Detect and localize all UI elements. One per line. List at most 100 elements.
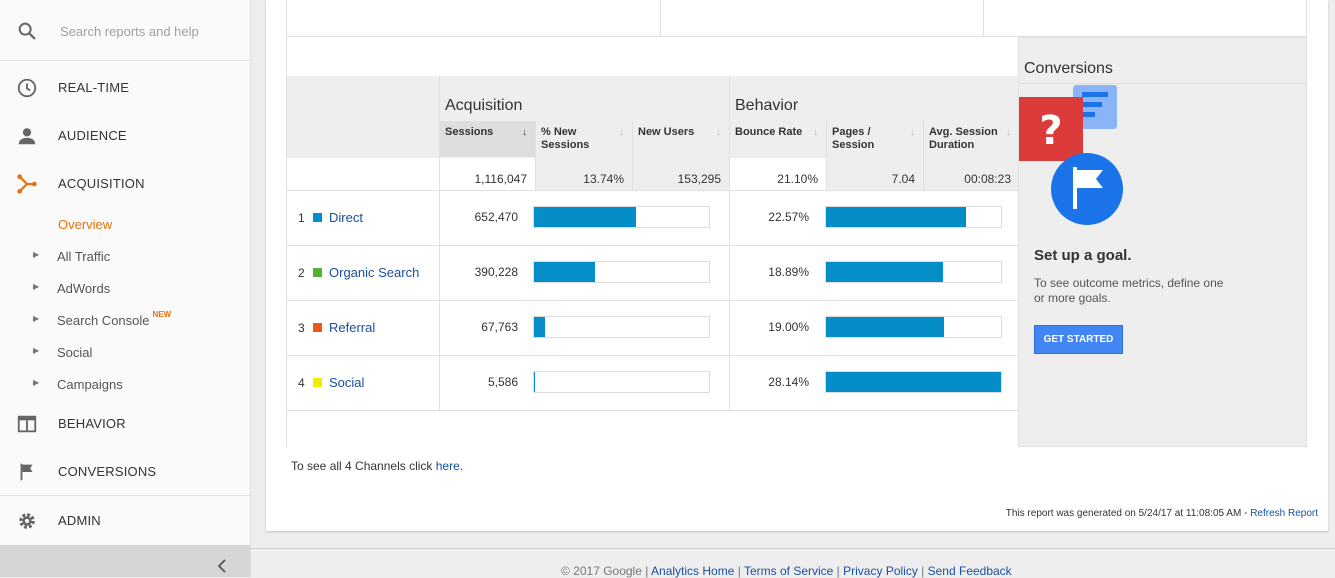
generated-text: This report was generated on 5/24/17 at … bbox=[1005, 508, 1251, 519]
nav-acquisition[interactable]: ACQUISITION bbox=[0, 160, 250, 208]
footer-privacy[interactable]: Privacy Policy bbox=[843, 564, 918, 578]
nav-conversions-label: CONVERSIONS bbox=[58, 464, 157, 479]
sessions-bar-fill bbox=[534, 262, 595, 282]
strip-cell bbox=[659, 0, 984, 36]
channel-link[interactable]: Social bbox=[329, 375, 365, 390]
bounce-bar bbox=[825, 371, 1002, 393]
top-strip bbox=[286, 0, 1307, 37]
nav-conversions[interactable]: CONVERSIONS bbox=[0, 448, 250, 496]
see-all-link[interactable]: here bbox=[435, 459, 460, 473]
col-new-users-label: New Users bbox=[638, 126, 695, 138]
channel-link[interactable]: Referral bbox=[329, 320, 376, 335]
nav-realtime[interactable]: REAL-TIME bbox=[0, 64, 250, 112]
conversions-title: Conversions bbox=[1024, 60, 1113, 77]
goal-title: Set up a goal. bbox=[1034, 247, 1132, 264]
chevron-left-icon[interactable] bbox=[216, 559, 228, 573]
row-bounce: 18.89% bbox=[768, 265, 809, 279]
grid-line bbox=[287, 245, 1019, 246]
row-rank: 4 bbox=[298, 376, 305, 390]
sub-all-traffic[interactable]: ▶ All Traffic bbox=[0, 245, 250, 269]
gear-icon bbox=[19, 513, 35, 529]
row-rank: 1 bbox=[298, 211, 305, 225]
nav-admin-label: ADMIN bbox=[58, 513, 101, 528]
total-sessions: 1,116,047 bbox=[440, 158, 535, 190]
see-all-suffix: . bbox=[459, 459, 464, 473]
row-rank: 3 bbox=[298, 321, 305, 335]
sort-arrow-icon: ↓ bbox=[813, 127, 818, 138]
row-sessions: 652,470 bbox=[474, 210, 518, 224]
channels-table: Acquisition Behavior Sessions ↓ % New Ses… bbox=[286, 37, 1019, 447]
col-pct-new[interactable]: % New Sessions ↓ bbox=[536, 121, 632, 157]
nav-acquisition-label: ACQUISITION bbox=[58, 176, 145, 191]
sessions-bar bbox=[533, 206, 710, 228]
col-sessions[interactable]: Sessions ↓ bbox=[440, 121, 535, 157]
nav-audience[interactable]: AUDIENCE bbox=[0, 112, 250, 160]
acquisition-icon bbox=[17, 174, 37, 194]
sessions-bar bbox=[533, 261, 710, 283]
sessions-bar-fill bbox=[534, 317, 545, 337]
table-row: 3 Referral 67,763 19.00% bbox=[287, 301, 1019, 356]
footer-copyright: © 2017 Google bbox=[561, 564, 642, 578]
goal-illustration-icon: ? bbox=[1019, 85, 1123, 225]
table-row: 1 Direct 652,470 22.57% bbox=[287, 191, 1019, 246]
expand-arrow-icon: ▶ bbox=[33, 314, 40, 323]
sidebar-divider bbox=[0, 495, 250, 496]
col-pct-new-label: % New Sessions bbox=[541, 126, 590, 151]
sub-search-console[interactable]: ▶ Search Console NEW bbox=[0, 309, 250, 333]
footer-sep: | bbox=[833, 564, 844, 578]
col-duration[interactable]: Avg. Session Duration ↓ bbox=[924, 121, 1019, 157]
new-badge: NEW bbox=[152, 310, 172, 319]
grid-line bbox=[729, 76, 730, 411]
grid-line bbox=[923, 121, 924, 190]
bounce-bar bbox=[825, 206, 1002, 228]
sort-arrow-icon: ↓ bbox=[522, 127, 527, 138]
footer-terms[interactable]: Terms of Service bbox=[743, 564, 834, 578]
nav-behavior[interactable]: BEHAVIOR bbox=[0, 400, 250, 448]
grid-line bbox=[632, 121, 633, 190]
expand-arrow-icon: ▶ bbox=[33, 282, 40, 291]
search-icon[interactable] bbox=[16, 20, 38, 42]
sessions-bar-fill bbox=[534, 372, 535, 392]
goal-description: To see outcome metrics, define one or mo… bbox=[1034, 276, 1224, 305]
search-console-text: Search Console bbox=[57, 313, 150, 328]
row-sessions: 390,228 bbox=[474, 265, 518, 279]
grid-line bbox=[439, 76, 440, 411]
sort-arrow-icon: ↓ bbox=[716, 127, 721, 138]
expand-arrow-icon: ▶ bbox=[33, 250, 40, 259]
grid-line bbox=[287, 410, 1019, 411]
sub-overview[interactable]: Overview bbox=[58, 217, 113, 232]
bounce-bar bbox=[825, 261, 1002, 283]
nav-admin[interactable]: ADMIN bbox=[0, 497, 250, 545]
footer-analytics-home[interactable]: Analytics Home bbox=[651, 564, 735, 578]
footer-sep: | bbox=[917, 564, 928, 578]
search-row bbox=[0, 0, 250, 61]
footer: © 2017 Google | Analytics Home | Terms o… bbox=[250, 548, 1335, 578]
footer-feedback[interactable]: Send Feedback bbox=[927, 564, 1012, 578]
col-bounce-label: Bounce Rate bbox=[735, 126, 803, 138]
channel-swatch bbox=[313, 378, 322, 387]
sessions-bar bbox=[533, 316, 710, 338]
sub-social-label: Social bbox=[57, 345, 93, 360]
sub-campaigns[interactable]: ▶ Campaigns bbox=[0, 373, 250, 397]
nav-realtime-label: REAL-TIME bbox=[58, 80, 130, 95]
col-bounce[interactable]: Bounce Rate ↓ bbox=[730, 121, 826, 157]
col-pages[interactable]: Pages / Session ↓ bbox=[827, 121, 923, 157]
sort-arrow-icon: ↓ bbox=[1006, 127, 1011, 138]
grid-line bbox=[287, 190, 1019, 191]
col-new-users[interactable]: New Users ↓ bbox=[633, 121, 729, 157]
sub-adwords[interactable]: ▶ AdWords bbox=[0, 277, 250, 301]
row-sessions: 67,763 bbox=[481, 320, 518, 334]
sub-social[interactable]: ▶ Social bbox=[0, 341, 250, 365]
expand-arrow-icon: ▶ bbox=[33, 378, 40, 387]
sessions-bar-fill bbox=[534, 207, 636, 227]
flag-icon bbox=[20, 463, 33, 481]
table-header-bg bbox=[287, 76, 1019, 158]
get-started-button[interactable]: GET STARTED bbox=[1034, 325, 1123, 354]
sidebar-collapse-bar[interactable] bbox=[0, 545, 250, 577]
channel-link[interactable]: Organic Search bbox=[329, 265, 420, 280]
search-input[interactable] bbox=[58, 19, 242, 43]
sessions-bar bbox=[533, 371, 710, 393]
channel-link[interactable]: Direct bbox=[329, 210, 363, 225]
bounce-bar-fill bbox=[826, 317, 944, 337]
refresh-report-link[interactable]: Refresh Report bbox=[1250, 508, 1318, 519]
